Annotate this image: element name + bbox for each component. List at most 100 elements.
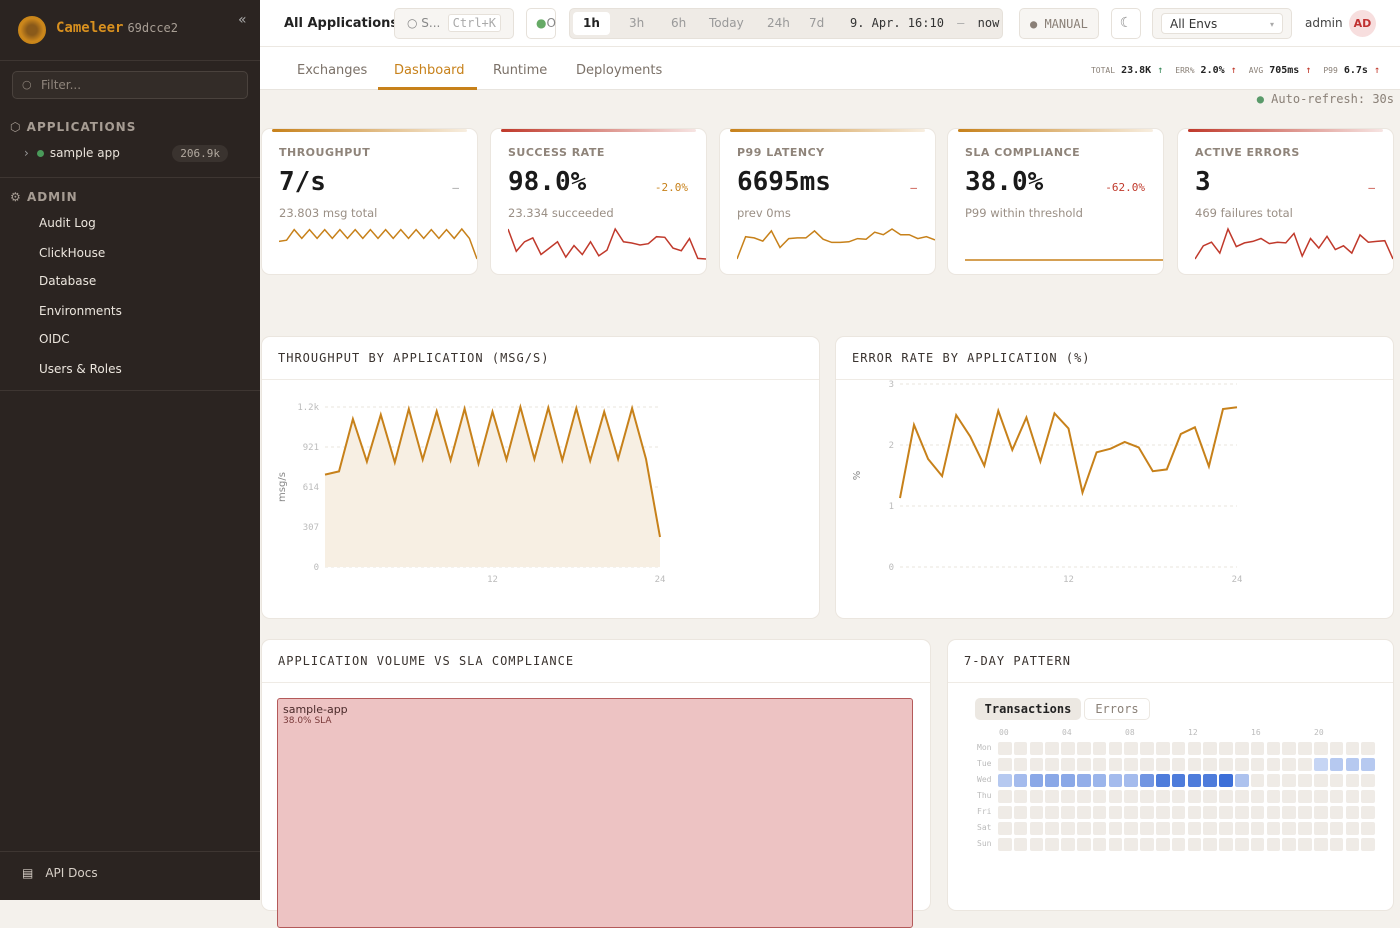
heatmap-cell[interactable] <box>1108 806 1123 819</box>
heatmap-cell[interactable] <box>1013 742 1028 755</box>
heatmap-cell[interactable] <box>998 790 1012 803</box>
heatmap-cell[interactable] <box>998 774 1012 787</box>
heatmap-cell[interactable] <box>1345 758 1360 771</box>
heatmap-cell[interactable] <box>1266 838 1281 851</box>
user-name[interactable]: admin <box>1305 16 1343 30</box>
heatmap-cell[interactable] <box>1061 838 1075 851</box>
heatmap-cell[interactable] <box>1187 774 1202 787</box>
heatmap-cell[interactable] <box>1187 806 1202 819</box>
heatmap-cell[interactable] <box>1029 742 1044 755</box>
heatmap-cell[interactable] <box>1013 838 1028 851</box>
heatmap-cell[interactable] <box>1187 742 1202 755</box>
heatmap-cell[interactable] <box>1266 790 1281 803</box>
heatmap-cell[interactable] <box>1250 742 1265 755</box>
heatmap-cell[interactable] <box>998 806 1012 819</box>
heatmap-cell[interactable] <box>1282 806 1296 819</box>
heatmap-cell[interactable] <box>1345 806 1360 819</box>
heatmap-cell[interactable] <box>1108 774 1123 787</box>
heatmap-cell[interactable] <box>1092 838 1107 851</box>
heatmap-cell[interactable] <box>1219 838 1233 851</box>
heatmap-cell[interactable] <box>1013 790 1028 803</box>
range-24h[interactable]: 24h <box>767 16 790 30</box>
heatmap-cell[interactable] <box>1156 758 1170 771</box>
heatmap-cell[interactable] <box>1235 822 1249 835</box>
heatmap-cell[interactable] <box>1282 838 1296 851</box>
heatmap-cell[interactable] <box>1108 758 1123 771</box>
heatmap-cell[interactable] <box>1187 758 1202 771</box>
heatmap-cell[interactable] <box>1250 774 1265 787</box>
heatmap-cell[interactable] <box>1156 774 1170 787</box>
heatmap-cell[interactable] <box>1329 822 1344 835</box>
heatmap-cell[interactable] <box>1282 822 1296 835</box>
status-button[interactable]: ●O <box>526 8 556 39</box>
heatmap-cell[interactable] <box>1345 790 1360 803</box>
heatmap-cell[interactable] <box>1045 838 1059 851</box>
heatmap-cell[interactable] <box>1156 742 1170 755</box>
heatmap-cell[interactable] <box>1029 774 1044 787</box>
heatmap-cell[interactable] <box>1345 838 1360 851</box>
heatmap-cell[interactable] <box>1361 742 1375 755</box>
heatmap-cell[interactable] <box>1314 774 1328 787</box>
heatmap-cell[interactable] <box>1235 838 1249 851</box>
heatmap-cell[interactable] <box>1140 822 1154 835</box>
heatmap-cell[interactable] <box>1250 758 1265 771</box>
heatmap-cell[interactable] <box>1092 806 1107 819</box>
heatmap-cell[interactable] <box>1329 758 1344 771</box>
sidebar-item-users-roles[interactable]: Users & Roles <box>39 362 122 376</box>
heatmap-cell[interactable] <box>1045 758 1059 771</box>
heatmap-cell[interactable] <box>1314 758 1328 771</box>
range-7d[interactable]: 7d <box>809 16 825 30</box>
heatmap-cell[interactable] <box>1266 774 1281 787</box>
heatmap-cell[interactable] <box>1250 822 1265 835</box>
heatmap-cell[interactable] <box>1124 774 1138 787</box>
heatmap-cell[interactable] <box>1219 822 1233 835</box>
heatmap-cell[interactable] <box>1140 790 1154 803</box>
heatmap-cell[interactable] <box>1361 774 1375 787</box>
heatmap-cell[interactable] <box>1108 838 1123 851</box>
heatmap-cell[interactable] <box>1266 822 1281 835</box>
range-3h[interactable]: 3h <box>629 16 645 30</box>
tab-exchanges[interactable]: Exchanges <box>297 63 368 78</box>
heatmap-cell[interactable] <box>1156 790 1170 803</box>
heatmap-cell[interactable] <box>998 742 1012 755</box>
heatmap-cell[interactable] <box>1345 742 1360 755</box>
heatmap-cell[interactable] <box>1124 758 1138 771</box>
heatmap-cell[interactable] <box>1219 790 1233 803</box>
heatmap-cell[interactable] <box>1045 822 1059 835</box>
heatmap-cell[interactable] <box>1361 790 1375 803</box>
heatmap-cell[interactable] <box>1124 822 1138 835</box>
environment-select[interactable]: All Envs ▾ <box>1152 8 1292 39</box>
heatmap-cell[interactable] <box>1171 822 1186 835</box>
heatmap-cell[interactable] <box>1282 742 1296 755</box>
heatmap-cell[interactable] <box>1235 774 1249 787</box>
api-docs-link[interactable]: ▤ API Docs <box>22 866 98 880</box>
heatmap-cell[interactable] <box>1140 758 1154 771</box>
heatmap-cell[interactable] <box>1045 790 1059 803</box>
heatmap-cell[interactable] <box>1187 838 1202 851</box>
heatmap-cell[interactable] <box>1298 758 1312 771</box>
heatmap-cell[interactable] <box>1156 838 1170 851</box>
heatmap-cell[interactable] <box>1077 822 1091 835</box>
heatmap-cell[interactable] <box>1203 742 1217 755</box>
heatmap-cell[interactable] <box>1298 822 1312 835</box>
heatmap-cell[interactable] <box>1013 806 1028 819</box>
tab-deployments[interactable]: Deployments <box>576 63 663 78</box>
heatmap-cell[interactable] <box>1361 822 1375 835</box>
heatmap-cell[interactable] <box>1203 774 1217 787</box>
heatmap-cell[interactable] <box>1298 742 1312 755</box>
heatmap-cell[interactable] <box>1171 806 1186 819</box>
heatmap-cell[interactable] <box>1361 758 1375 771</box>
heatmap-cell[interactable] <box>1314 838 1328 851</box>
heatmap-cell[interactable] <box>1266 742 1281 755</box>
heatmap-cell[interactable] <box>1187 790 1202 803</box>
heatmap-cell[interactable] <box>1061 758 1075 771</box>
heatmap-cell[interactable] <box>1329 790 1344 803</box>
heatmap-cell[interactable] <box>1282 758 1296 771</box>
heatmap-cell[interactable] <box>1298 838 1312 851</box>
theme-toggle-moon-icon[interactable]: ☾ <box>1111 8 1141 39</box>
heatmap-cell[interactable] <box>1013 774 1028 787</box>
sidebar-item-oidc[interactable]: OIDC <box>39 332 70 346</box>
heatmap-cell[interactable] <box>1345 822 1360 835</box>
heatmap-cell[interactable] <box>1029 806 1044 819</box>
range-6h[interactable]: 6h <box>671 16 687 30</box>
